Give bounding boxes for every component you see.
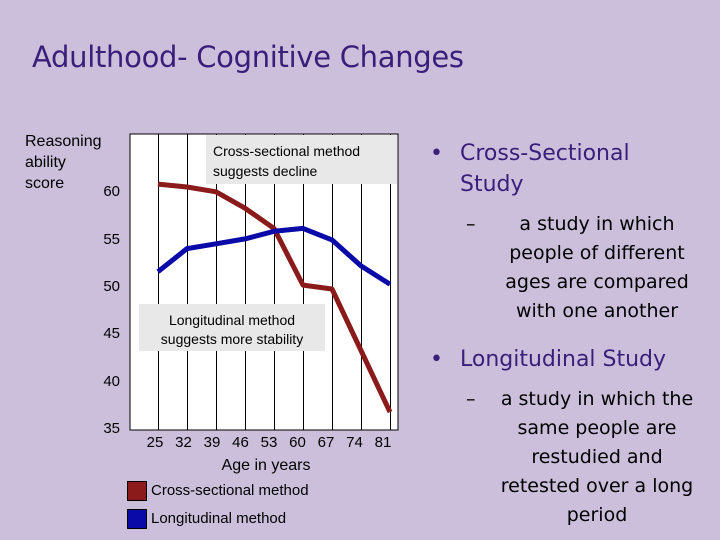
annotation-longitudinal: Longitudinal method suggests more stabil… — [139, 304, 325, 351]
legend-swatch — [127, 481, 147, 501]
y-tick-label: 35 — [103, 420, 120, 437]
sub-bullet-dash: – — [466, 388, 476, 410]
bullet-longitudinal: • Longitudinal Study — [428, 344, 708, 375]
y-tick-label: 55 — [103, 231, 120, 248]
annotation-text: suggests decline — [213, 163, 318, 179]
bullet-list: • Cross-Sectional Study – a study in whi… — [428, 138, 708, 530]
y-axis-label: Reasoning ability score — [25, 131, 102, 194]
bullet-heading: Longitudinal Study — [460, 344, 708, 375]
bullet-heading-line: Study — [460, 172, 524, 197]
annotation-box — [139, 304, 325, 351]
sub-bullet-cross-sectional: – a study in which people of different a… — [428, 210, 708, 326]
x-tick-label: 32 — [175, 434, 192, 451]
sub-bullet-line: same people are — [517, 417, 677, 439]
y-tick-label: 60 — [103, 183, 120, 200]
sub-bullet-line: ages are compared — [505, 271, 689, 293]
x-tick-label: 74 — [346, 434, 363, 451]
sub-bullet-dash: – — [466, 213, 476, 235]
sub-bullet-text: a study in which the same people are res… — [492, 385, 702, 530]
y-tick-label: 50 — [103, 278, 120, 295]
y-axis-label-line: score — [25, 175, 65, 192]
sub-bullet-line: period — [566, 504, 628, 526]
y-tick-labels: 60 55 50 45 40 35 — [103, 183, 120, 437]
y-tick-label: 40 — [103, 373, 120, 390]
bullet-heading: Cross-Sectional Study — [460, 138, 708, 200]
x-tick-label: 60 — [289, 434, 306, 451]
series-line-cross-sectional — [157, 181, 393, 414]
legend-label: Longitudinal method — [151, 510, 287, 527]
annotation-box — [206, 135, 397, 184]
sub-bullet-line: people of different — [509, 242, 685, 264]
sub-bullet-line: a study in which — [519, 213, 675, 235]
y-tick-label: 45 — [103, 325, 120, 342]
legend-swatch — [127, 509, 147, 529]
legend-label: Cross-sectional method — [151, 482, 309, 499]
bullet-cross-sectional: • Cross-Sectional Study — [428, 138, 708, 200]
x-tick-label: 81 — [375, 434, 392, 451]
series-line-longitudinal — [156, 225, 392, 287]
sub-bullet-line: with one another — [515, 300, 679, 322]
sub-bullet-line: retested over a long — [500, 475, 694, 497]
y-axis-label-line: ability — [25, 154, 66, 171]
x-axis-label: Age in years — [222, 457, 311, 474]
x-tick-label: 39 — [204, 434, 221, 451]
plot-frame — [129, 133, 399, 431]
bullet-dot: • — [430, 347, 443, 372]
annotation-text: suggests more stability — [161, 331, 303, 347]
y-axis-label-line: Reasoning — [25, 133, 102, 150]
bullet-dot: • — [430, 141, 443, 166]
bullet-heading-line: Cross-Sectional — [460, 141, 630, 166]
x-tick-label: 46 — [232, 434, 249, 451]
x-tick-label: 25 — [147, 434, 164, 451]
sub-bullet-line: restudied and — [531, 446, 663, 468]
x-tick-labels: 25 32 39 46 53 60 67 74 81 — [147, 434, 392, 451]
sub-bullet-line: a study in which the — [500, 388, 694, 410]
annotation-text: Cross-sectional method — [213, 143, 360, 159]
series-layer — [156, 181, 393, 414]
x-tick-label: 67 — [318, 434, 335, 451]
slide-title: Adulthood- Cognitive Changes — [32, 40, 464, 74]
bullet-heading-line: Longitudinal Study — [460, 347, 667, 372]
sub-bullet-text: a study in which people of different age… — [492, 210, 702, 326]
annotation-cross-sectional: Cross-sectional method suggests decline — [206, 135, 397, 184]
sub-bullet-longitudinal: – a study in which the same people are r… — [428, 385, 708, 530]
x-tick-label: 53 — [261, 434, 278, 451]
annotation-text: Longitudinal method — [169, 312, 295, 328]
